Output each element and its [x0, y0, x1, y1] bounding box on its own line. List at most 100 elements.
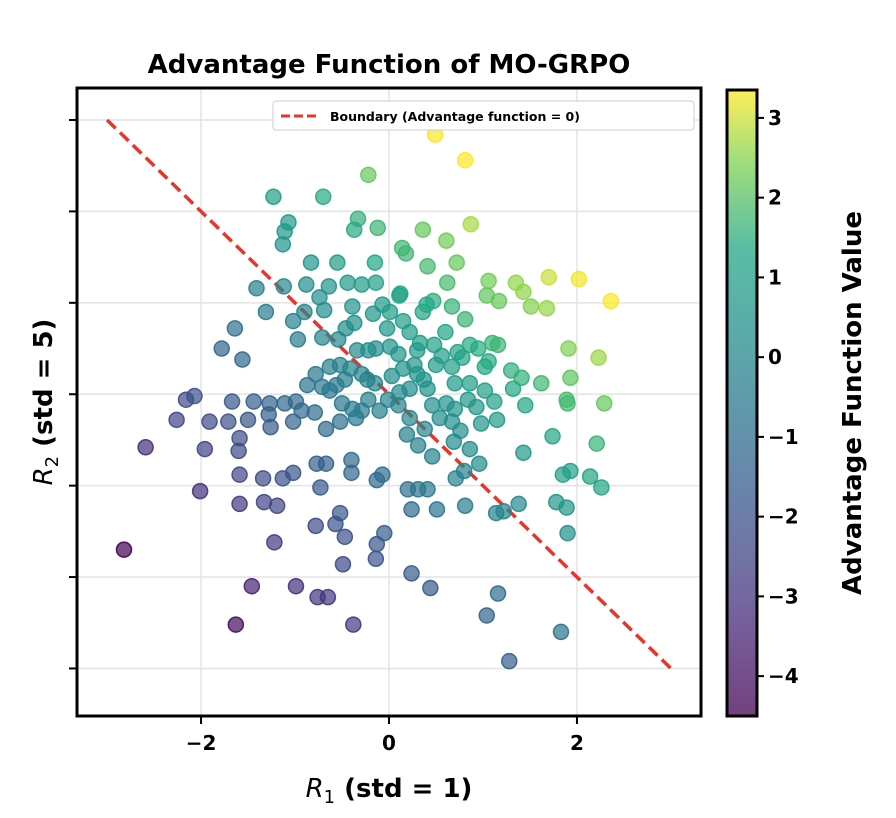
data-point	[331, 413, 349, 430]
data-point	[201, 413, 218, 430]
data-point	[367, 550, 385, 568]
data-point	[422, 579, 439, 597]
data-point	[501, 652, 518, 670]
data-point	[559, 524, 576, 542]
x-tick-label: −2	[186, 731, 217, 755]
x-axis-label: R1 (std = 1)	[306, 774, 473, 808]
data-point	[274, 470, 292, 487]
data-point	[366, 375, 384, 392]
colorbar-ticks: 3 2 1 0 −1 −2 −3 −4	[757, 106, 799, 688]
data-point	[522, 298, 540, 315]
data-point	[446, 375, 464, 392]
data-point	[562, 369, 579, 387]
data-point	[345, 616, 362, 633]
colorbar-label: Advantage Function Value	[838, 211, 868, 595]
data-point	[234, 351, 251, 368]
data-point	[403, 565, 420, 582]
data-point	[588, 435, 605, 452]
data-point	[245, 393, 262, 410]
data-point	[353, 402, 370, 419]
legend-box	[272, 100, 695, 131]
data-point	[262, 418, 279, 436]
data-point	[419, 481, 436, 498]
data-point	[345, 221, 363, 238]
data-point	[275, 278, 292, 295]
data-point	[476, 382, 494, 399]
data-point	[191, 482, 209, 500]
data-point	[456, 497, 474, 515]
data-point	[427, 356, 445, 374]
colorbar-tick-label: −1	[768, 425, 799, 449]
data-point	[266, 534, 283, 551]
data-point	[327, 515, 344, 533]
y-label-var: R	[29, 467, 59, 485]
data-point	[333, 395, 351, 412]
data-point	[399, 481, 417, 498]
data-point	[470, 340, 487, 357]
data-point	[602, 292, 620, 310]
data-point	[468, 398, 485, 416]
data-point	[558, 499, 575, 516]
data-point	[230, 442, 247, 460]
data-point	[296, 303, 313, 321]
data-point	[443, 298, 461, 315]
data-point	[510, 495, 527, 513]
data-point	[540, 268, 558, 286]
data-point	[306, 404, 324, 421]
data-point	[403, 501, 420, 518]
data-point	[419, 258, 436, 275]
chart-title: Advantage Function of MO-GRPO	[148, 50, 631, 80]
data-point	[374, 466, 391, 483]
data-point	[307, 365, 324, 383]
data-point	[428, 501, 446, 518]
data-point	[401, 323, 418, 341]
data-point	[478, 287, 495, 304]
data-point	[243, 577, 261, 595]
data-point	[456, 151, 474, 169]
data-point	[223, 393, 241, 410]
data-point	[213, 340, 230, 357]
colorbar-tick-label: −4	[768, 664, 799, 688]
data-point	[401, 409, 418, 427]
data-point	[414, 221, 432, 238]
data-point	[515, 444, 532, 461]
data-point	[314, 188, 332, 206]
data-point	[366, 254, 384, 271]
data-point	[254, 470, 272, 487]
data-point	[480, 353, 497, 370]
data-point	[287, 577, 305, 595]
data-point	[298, 376, 316, 394]
data-point	[307, 517, 324, 535]
data-point	[248, 279, 265, 297]
data-point	[115, 541, 133, 558]
data-point	[390, 396, 407, 414]
data-point	[418, 296, 435, 313]
data-point	[319, 588, 337, 606]
data-point	[391, 287, 408, 304]
colorbar-tick-label: 3	[768, 106, 782, 130]
data-point	[462, 215, 480, 233]
data-point	[339, 274, 356, 291]
data-point	[480, 272, 497, 290]
data-point	[438, 232, 455, 249]
data-point	[368, 535, 386, 553]
data-point	[298, 276, 315, 293]
colorbar-tick-label: −2	[768, 505, 799, 529]
data-point	[367, 274, 385, 291]
data-point	[381, 303, 399, 321]
data-point	[231, 466, 248, 483]
data-point	[489, 585, 507, 602]
data-point	[554, 466, 572, 483]
data-point	[552, 623, 570, 641]
colorbar	[725, 88, 759, 718]
data-point	[570, 270, 588, 288]
data-point	[364, 305, 382, 323]
data-point	[315, 301, 333, 319]
data-point	[461, 375, 479, 392]
colorbar-tick-label: 1	[768, 265, 782, 289]
data-point	[274, 236, 292, 253]
data-point	[231, 495, 248, 513]
data-point	[302, 254, 320, 271]
data-point	[220, 413, 237, 430]
data-point	[284, 312, 302, 330]
